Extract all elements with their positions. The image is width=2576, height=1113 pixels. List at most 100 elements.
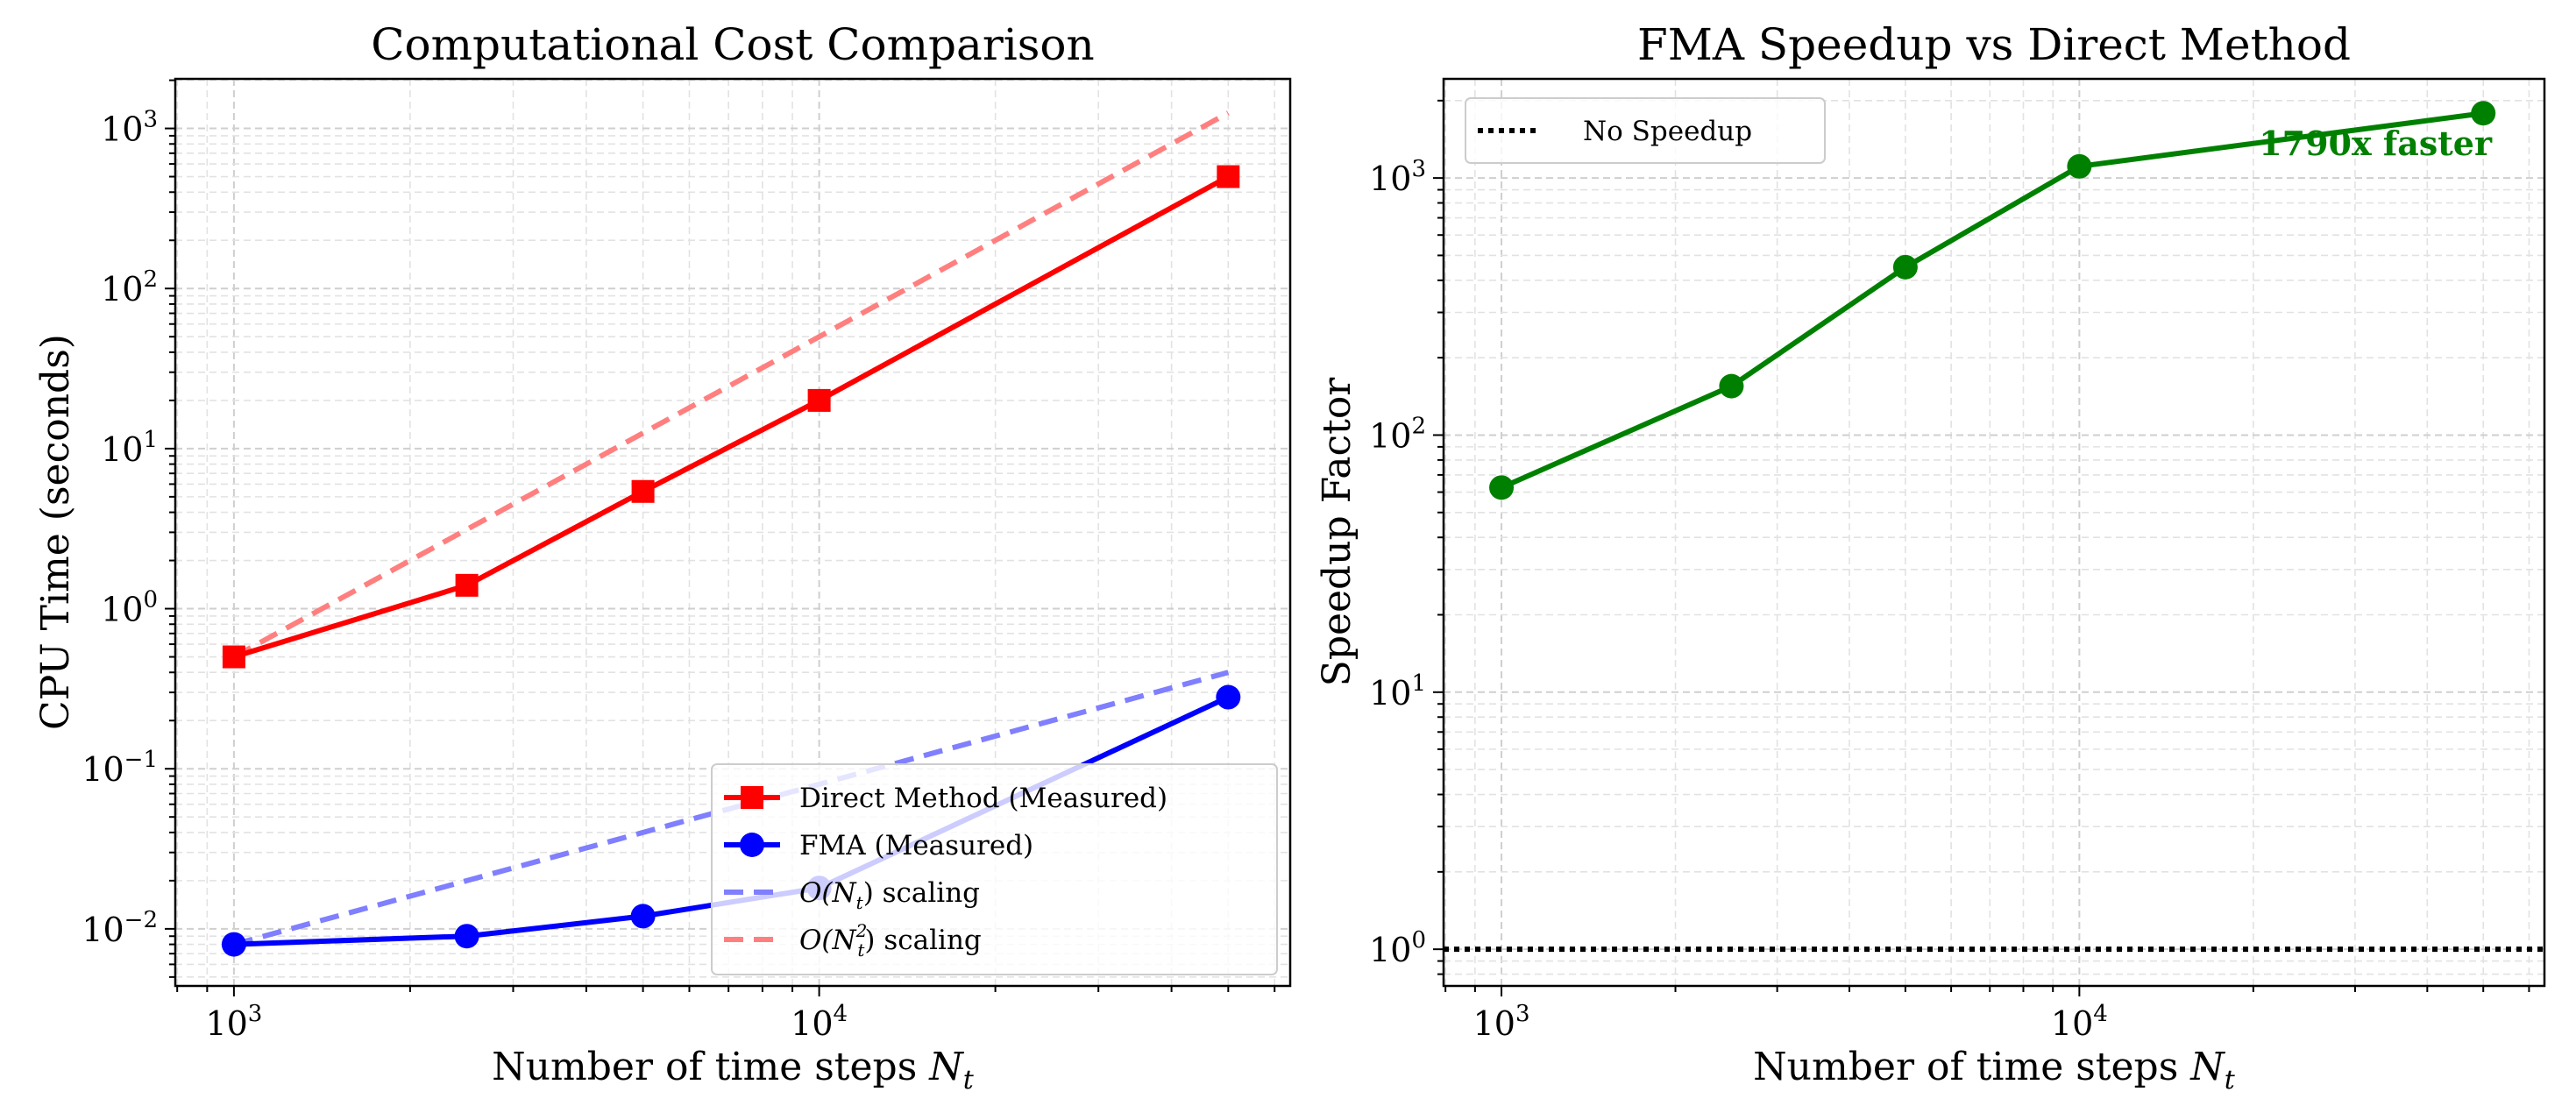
x-tick-label: 103 [1473,1001,1530,1043]
legend-label-text: Direct Method (Measured) [799,783,1167,814]
y-tick-base: 10 [101,591,143,629]
x-tick-label: 103 [205,1001,262,1043]
legend-label: Direct Method (Measured) [799,783,1167,814]
series-fma-speedup [1489,101,2496,500]
y-tick-base: 10 [101,270,143,308]
x-tick-base: 10 [205,1004,247,1043]
y-tick-base: 10 [1369,674,1411,712]
data-point-circle [2471,101,2496,126]
y-tick-exponent: 3 [143,107,158,133]
legend-label: FMA (Measured) [799,830,1033,861]
legend-box [1465,97,1826,164]
speedup-plot: FMA Speedup vs Direct Method Speedup Fac… [1315,19,2546,1095]
data-point-square [1217,165,1240,188]
y-tick-exponent: 2 [143,266,158,293]
data-point-circle [454,924,479,949]
y-tick-label: 101 [101,427,158,469]
y-tick-base: 10 [1369,931,1411,969]
legend-label-sup: 2 [855,920,868,941]
x-axis-label: Number of time steps Nt [492,1045,975,1095]
y-axis-label: Speedup Factor [1315,377,1359,687]
y-tick-exponent: 0 [143,587,158,613]
legend-label-post: ) scaling [863,877,980,909]
y-tick-label: 102 [1369,413,1426,455]
legend-box [711,763,1278,975]
y-tick-base: 10 [101,430,143,469]
data-point-circle [1216,684,1241,710]
legend-label-sub: t [856,892,864,913]
legend-item: Direct Method (Measured) [724,783,1167,814]
x-tick-exponent: 3 [248,1001,263,1027]
y-tick-base: 10 [101,110,143,149]
y-tick-label: 101 [1369,670,1426,712]
series-line [1500,110,2484,491]
speedup-annotation: 1790x faster [2259,124,2493,163]
y-tick-label: 10−2 [82,907,158,949]
x-tick-exponent: 4 [2093,1001,2108,1027]
legend-item: O(Nt) scaling [724,877,980,913]
cpu-time-plot: Computational Cost Comparison CPU Time (… [33,19,1292,1095]
series-line [232,110,1230,660]
legend-marker-square [741,786,763,809]
legend-label: O(N2 t) scaling [799,920,982,961]
y-tick-label: 102 [101,266,158,308]
y-tick-label: 103 [1369,156,1426,198]
legend-label-sub: t [857,939,865,961]
y-tick-exponent: 3 [1411,156,1426,182]
legend-item: O(N2 t) scaling [724,920,982,961]
data-point-circle [1489,475,1515,500]
series-o-n-t-2-scaling [232,110,1230,660]
legend-label-post: ) scaling [864,925,981,956]
y-tick-base: 10 [82,911,124,949]
data-point-circle [2067,153,2092,179]
x-tick-exponent: 3 [1515,1001,1530,1027]
y-tick-exponent: 1 [143,427,158,453]
y-tick-exponent: 1 [1411,670,1426,697]
data-point-circle [1892,254,1918,280]
y-tick-exponent: −2 [124,907,158,933]
x-tick-base: 10 [791,1004,833,1043]
data-point-square [807,388,831,412]
legend-label: O(Nt) scaling [799,877,980,913]
x-axis-label-text: Number of time steps [1753,1045,2190,1089]
legend-label-text: FMA (Measured) [799,830,1033,861]
x-axis-label-sub: t [2225,1065,2236,1095]
data-point-square [631,479,655,503]
y-tick-base: 10 [1369,160,1411,198]
y-axis-label: CPU Time (seconds) [33,334,78,730]
legend-label: No Speedup [1583,116,1752,147]
axes-frame [1442,77,2546,988]
x-tick-exponent: 4 [834,1001,848,1027]
axes-frame [174,77,1292,988]
data-point-circle [630,904,656,929]
legend: Direct Method (Measured) FMA (Measured) O(… [711,763,1278,975]
y-tick-label: 10−1 [82,747,158,789]
legend-label-pre: O(N [799,877,858,909]
plot-area [1444,101,2544,953]
x-axis-label-text: Number of time steps [492,1045,929,1089]
y-tick-label: 103 [101,107,158,149]
x-axis-label-math: N [2189,1045,2225,1089]
x-axis-label-sub: t [963,1065,975,1095]
legend: No Speedup [1465,97,1826,164]
x-tick-label: 104 [791,1001,848,1043]
legend-item: FMA (Measured) [724,830,1033,861]
y-tick-exponent: 2 [1411,413,1426,439]
grid [1444,79,2544,986]
y-tick-label: 100 [1369,927,1426,969]
y-tick-exponent: 0 [1411,927,1426,953]
x-tick-base: 10 [1473,1004,1515,1043]
y-tick-base: 10 [1369,416,1411,455]
plot-title: Computational Cost Comparison [371,19,1094,70]
data-point-circle [221,932,246,957]
x-tick-base: 10 [2051,1004,2093,1043]
series-line [233,174,1230,660]
series-o-n-t-scaling [233,670,1230,947]
legend-marker-circle [740,833,764,857]
data-point-circle [1719,373,1744,399]
x-tick-label: 104 [2051,1001,2108,1043]
series-direct-method-measured [222,165,1240,669]
y-tick-exponent: −1 [124,747,158,773]
series-line [233,670,1230,947]
